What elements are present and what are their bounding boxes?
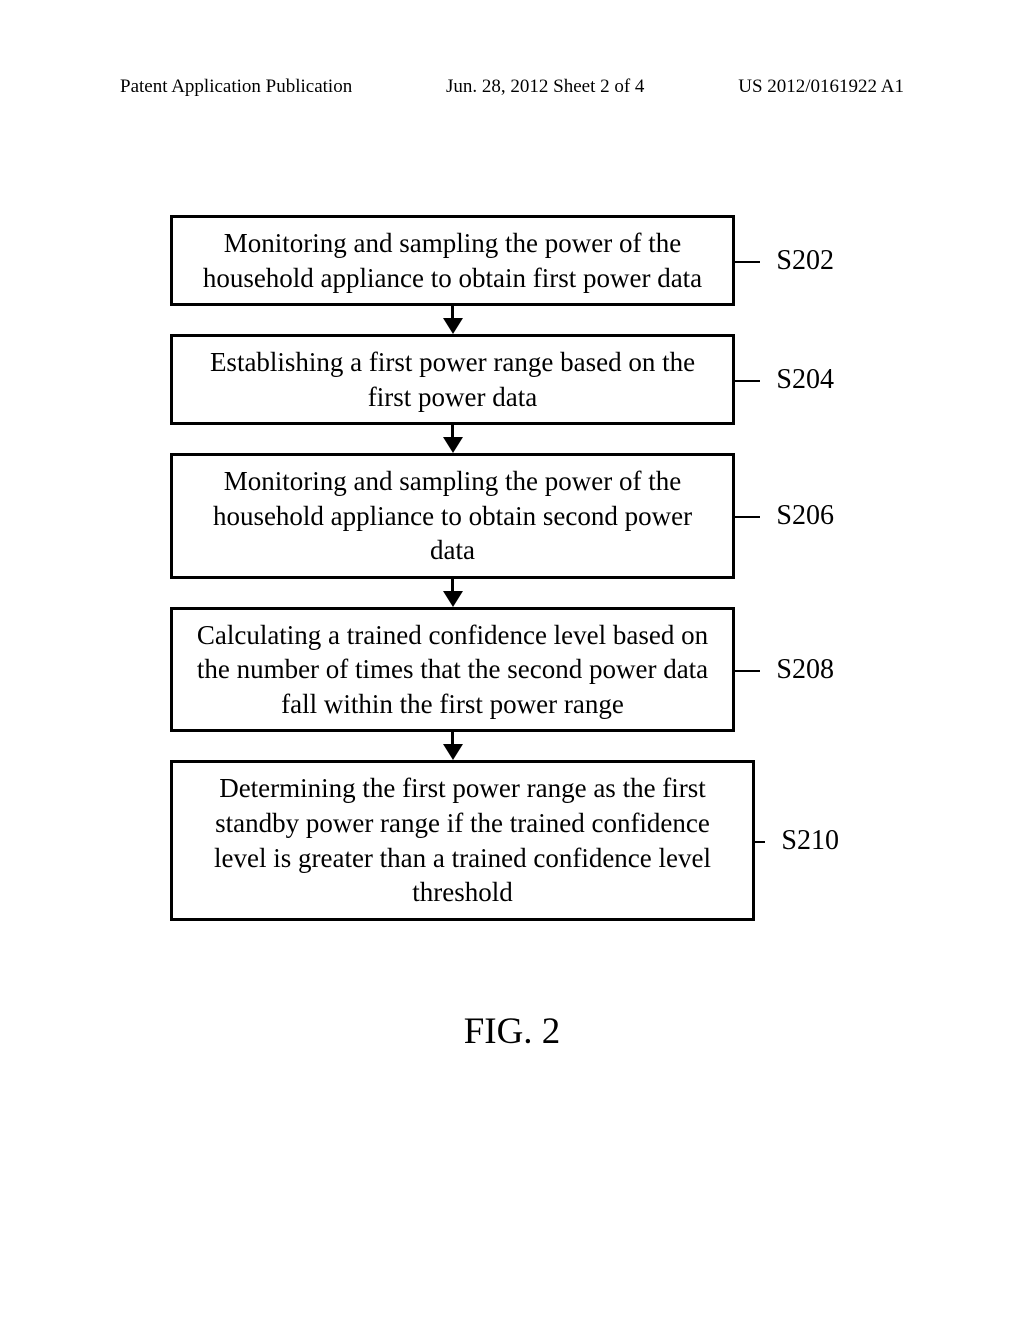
flowbox-s210: Determining the first power range as the… [170, 760, 755, 920]
flowbox-text: Establishing a first power range based o… [210, 347, 695, 412]
flowbox-s206: Monitoring and sampling the power of the… [170, 453, 735, 579]
label-connector [732, 261, 760, 263]
flowbox-text: Monitoring and sampling the power of the… [213, 466, 692, 565]
flow-arrow [170, 306, 735, 334]
label-connector [752, 841, 765, 843]
figure-caption: FIG. 2 [0, 1010, 1024, 1053]
arrow-head-icon [443, 744, 463, 760]
flowbox-s204: Establishing a first power range based o… [170, 334, 735, 425]
flowbox-s208: Calculating a trained confidence level b… [170, 607, 735, 733]
label-connector [732, 670, 760, 672]
flowbox-s202: Monitoring and sampling the power of the… [170, 215, 735, 306]
flowbox-label: S202 [776, 243, 834, 279]
flow-arrow [170, 579, 735, 607]
flowbox-label: S210 [781, 823, 839, 859]
header-right: US 2012/0161922 A1 [738, 76, 904, 98]
label-connector [732, 380, 760, 382]
flowbox-label: S208 [776, 652, 834, 688]
flowbox-text: Monitoring and sampling the power of the… [203, 228, 702, 293]
arrow-head-icon [443, 437, 463, 453]
arrow-head-icon [443, 318, 463, 334]
flowbox-label: S204 [776, 362, 834, 398]
flowbox-label: S206 [776, 498, 834, 534]
flowbox-text: Calculating a trained confidence level b… [197, 620, 708, 719]
flowchart: Monitoring and sampling the power of the… [170, 215, 850, 921]
flow-arrow [170, 425, 735, 453]
header-center: Jun. 28, 2012 Sheet 2 of 4 [446, 76, 644, 98]
flowbox-text: Determining the first power range as the… [214, 773, 711, 907]
arrow-head-icon [443, 591, 463, 607]
flow-arrow [170, 732, 735, 760]
label-connector [732, 516, 760, 518]
header-left: Patent Application Publication [120, 76, 352, 98]
